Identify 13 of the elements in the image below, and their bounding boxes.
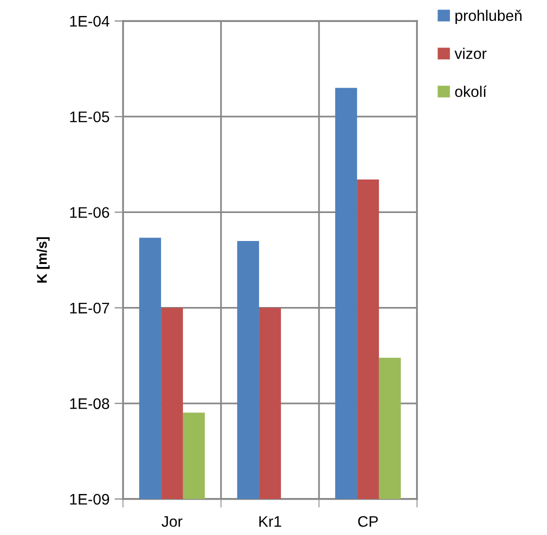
- legend-label: prohlubeň: [455, 10, 522, 24]
- legend-label: vizor: [454, 48, 487, 60]
- y-tick-label: 1E-08: [70, 398, 110, 410]
- y-axis-title: K [m/s]: [36, 237, 50, 283]
- legend-label: okolí: [455, 86, 487, 98]
- y-tick-label: 1E-07: [70, 302, 110, 314]
- y-tick-label: 1E-09: [70, 494, 110, 505]
- y-tick-label: 1E-06: [70, 207, 110, 218]
- y-tick-label: 1E-04: [70, 16, 110, 27]
- y-tick-label: 1E-05: [70, 111, 110, 122]
- x-tick-label: CP: [358, 516, 378, 527]
- x-tick-label: Jor: [162, 516, 182, 527]
- x-tick-label: Kr1: [259, 516, 282, 527]
